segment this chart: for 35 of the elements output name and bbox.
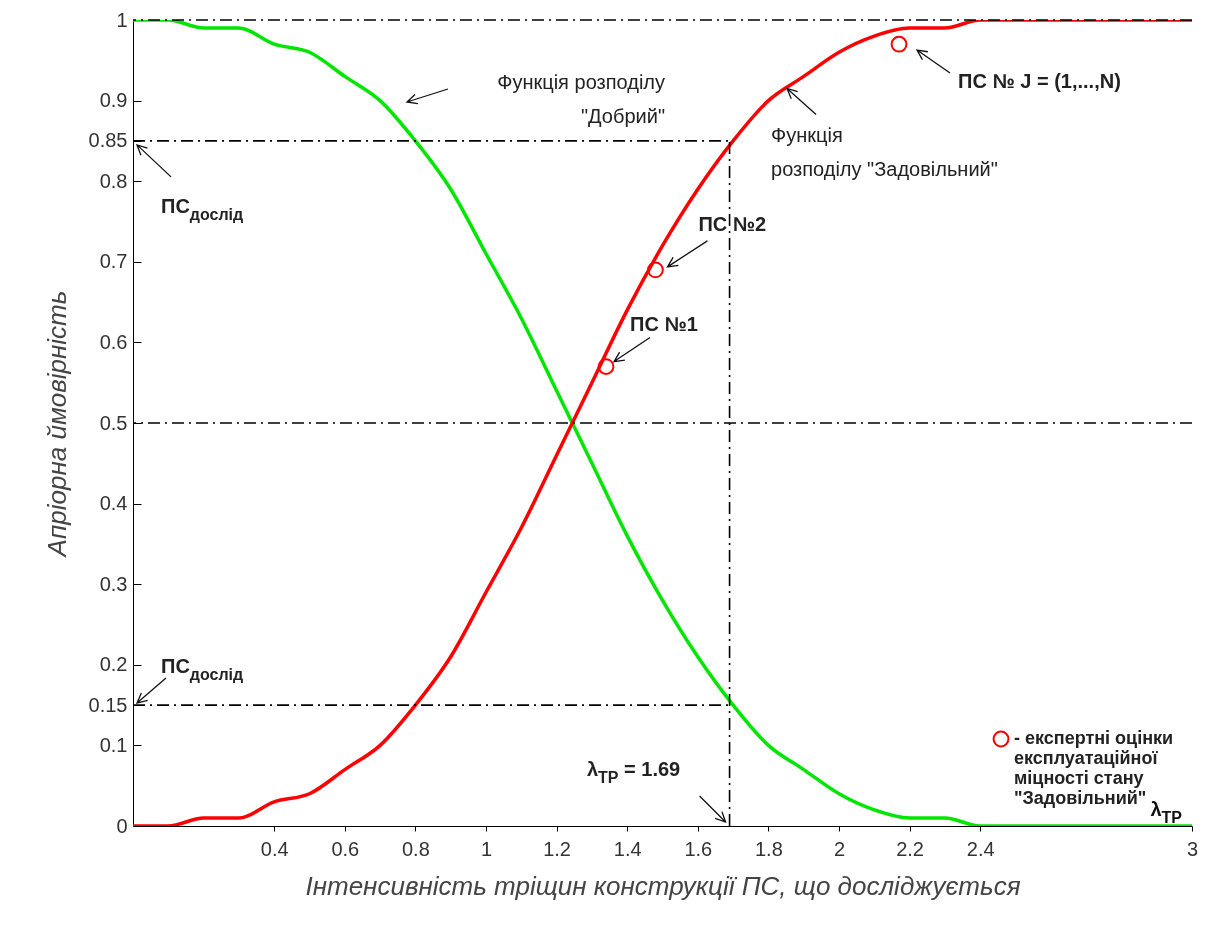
y-tick-label: 0.5: [99, 411, 128, 434]
x-tick-label: 0.8: [401, 837, 430, 860]
x-tick-label: 1.6: [684, 837, 713, 860]
annotation: ПС №2: [698, 212, 767, 235]
x-tick-label: 1.2: [543, 837, 572, 860]
y-tick-label: 0.7: [99, 250, 128, 273]
y-tick-label: 0: [116, 814, 128, 837]
y-tick-label: 0.1: [99, 733, 128, 756]
x-tick-label: 2: [833, 837, 846, 860]
x-tick-label: 1: [480, 837, 493, 860]
x-tick-label: 1.8: [754, 837, 783, 860]
annotation: ПС № J = (1,...,N): [958, 70, 1121, 92]
annotation: ПС №1: [630, 312, 698, 335]
annotation: λ$_{TP}$ = 1.69: [586, 758, 681, 786]
x-tick-label: 0.4: [260, 837, 289, 860]
x-tick-label: 0.6: [331, 837, 360, 860]
x-tick-label: 2.4: [966, 837, 995, 860]
annotation: ПС$_{дослід}$: [161, 655, 244, 684]
y-tick-label: 0.9: [99, 89, 128, 112]
x-axis-title: Інтенсивність тріщин конструкції ПС, що досліджується: [305, 870, 1021, 901]
y-tick-label: 0.3: [99, 572, 128, 595]
y-axis-title: Апріорна ймовірність: [41, 290, 72, 559]
y-tick-label: 0.6: [99, 330, 128, 353]
y-tick-label: 0.15: [88, 693, 128, 716]
y-tick-label: 0.2: [99, 653, 128, 676]
annotation: ПС$_{дослід}$: [161, 194, 244, 223]
y-tick-label: 1: [116, 8, 128, 31]
x-tick-label: 3: [1186, 837, 1199, 860]
y-tick-label: 0.85: [88, 129, 128, 152]
x-tick-label: 2.2: [896, 837, 925, 860]
annotation: Функція розподілу "Задовільний": [771, 124, 998, 181]
y-tick-label: 0.8: [99, 169, 128, 192]
x-tick-label: 1.4: [613, 837, 642, 860]
annotation: Функція розподілу "Добрий": [497, 71, 665, 127]
y-tick-label: 0.4: [99, 492, 128, 515]
